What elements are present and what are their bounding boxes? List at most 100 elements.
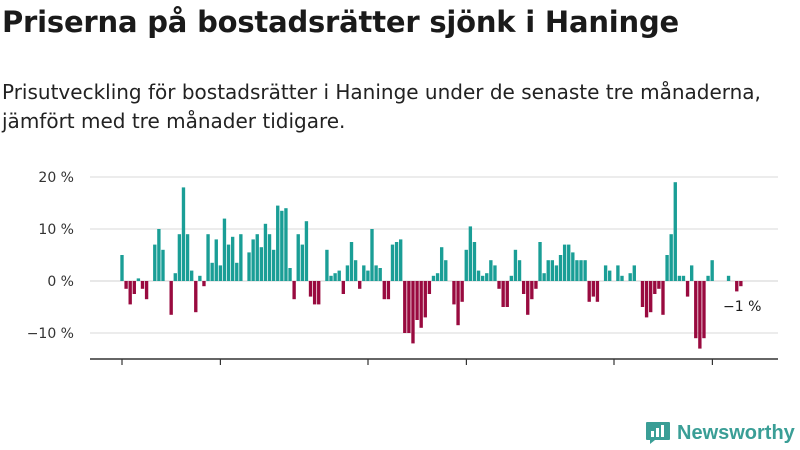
bar (427, 281, 432, 294)
bar (255, 234, 259, 281)
bar (210, 262, 214, 281)
bar (144, 281, 149, 300)
bar (521, 281, 526, 294)
bar (726, 275, 731, 281)
bar (472, 242, 477, 281)
bar (444, 260, 448, 281)
bar (562, 244, 567, 281)
bar (517, 260, 522, 281)
bar (312, 281, 317, 305)
bar (198, 275, 202, 281)
bar (480, 275, 485, 281)
bar (669, 234, 673, 281)
bar (140, 281, 145, 289)
bar (685, 281, 690, 297)
bar (423, 281, 427, 318)
bar (513, 249, 518, 281)
bar (677, 275, 682, 281)
bar (411, 281, 415, 344)
bar (292, 281, 296, 300)
bar (169, 281, 173, 315)
bar (657, 281, 661, 289)
bar (681, 275, 686, 281)
bar (579, 260, 583, 281)
chart-subtitle: Prisutveckling för bostadsrätter i Hanin… (2, 80, 761, 133)
bar (534, 281, 538, 289)
bar (222, 218, 227, 281)
bar (542, 273, 546, 281)
bar (276, 205, 280, 281)
y-tick-label: 0 % (47, 274, 74, 290)
bar (649, 281, 653, 313)
bar (194, 281, 198, 313)
bar (341, 281, 345, 294)
bar (493, 265, 497, 281)
y-tick-label: −10 % (27, 326, 74, 342)
bar (345, 265, 350, 281)
bar (325, 249, 329, 281)
bar (366, 270, 370, 281)
bar (329, 275, 333, 281)
newsworthy-logo-icon (646, 422, 670, 444)
bar (735, 281, 739, 292)
bar (399, 239, 403, 281)
bar (702, 281, 706, 339)
bar (415, 281, 419, 320)
bar (706, 275, 710, 281)
bar (374, 265, 378, 281)
bar (546, 260, 550, 281)
bar (608, 270, 612, 281)
bar (464, 249, 468, 281)
bar (353, 260, 358, 281)
bar (603, 265, 608, 281)
bar (251, 239, 255, 281)
newsworthy-logo[interactable]: Newsworthy (645, 421, 795, 445)
bar (202, 281, 206, 287)
bar (120, 255, 124, 281)
bar (673, 182, 677, 281)
bar (689, 265, 694, 281)
bar (485, 273, 489, 281)
bar (386, 281, 391, 300)
bar (181, 187, 186, 281)
bar (296, 234, 300, 281)
bar (587, 281, 591, 302)
bar (620, 275, 624, 281)
bar (263, 223, 268, 281)
bar (358, 281, 362, 289)
bar (239, 234, 243, 281)
bar (382, 281, 386, 300)
bar (550, 260, 555, 281)
bar (526, 281, 530, 315)
bar (575, 260, 579, 281)
bar (218, 265, 223, 281)
bar (698, 281, 702, 349)
bar (489, 260, 493, 281)
bar (136, 278, 141, 281)
bar (644, 281, 649, 318)
bar (431, 275, 436, 281)
bar (206, 234, 210, 281)
bar (456, 281, 460, 326)
bar (653, 281, 657, 294)
bar (661, 281, 665, 315)
bar (177, 234, 182, 281)
bar (505, 281, 509, 307)
bar (189, 270, 194, 281)
bar (271, 249, 276, 281)
bar (378, 268, 382, 281)
bar (337, 270, 341, 281)
bar (476, 270, 481, 281)
bar (435, 273, 440, 281)
bar (317, 281, 321, 305)
bar (640, 281, 645, 307)
bar (554, 265, 559, 281)
bar (403, 281, 407, 333)
bar (665, 255, 669, 281)
bar (308, 281, 313, 297)
bar (497, 281, 501, 289)
bar (439, 247, 444, 281)
bar (370, 229, 374, 281)
bar (468, 226, 473, 281)
bar (501, 281, 505, 307)
